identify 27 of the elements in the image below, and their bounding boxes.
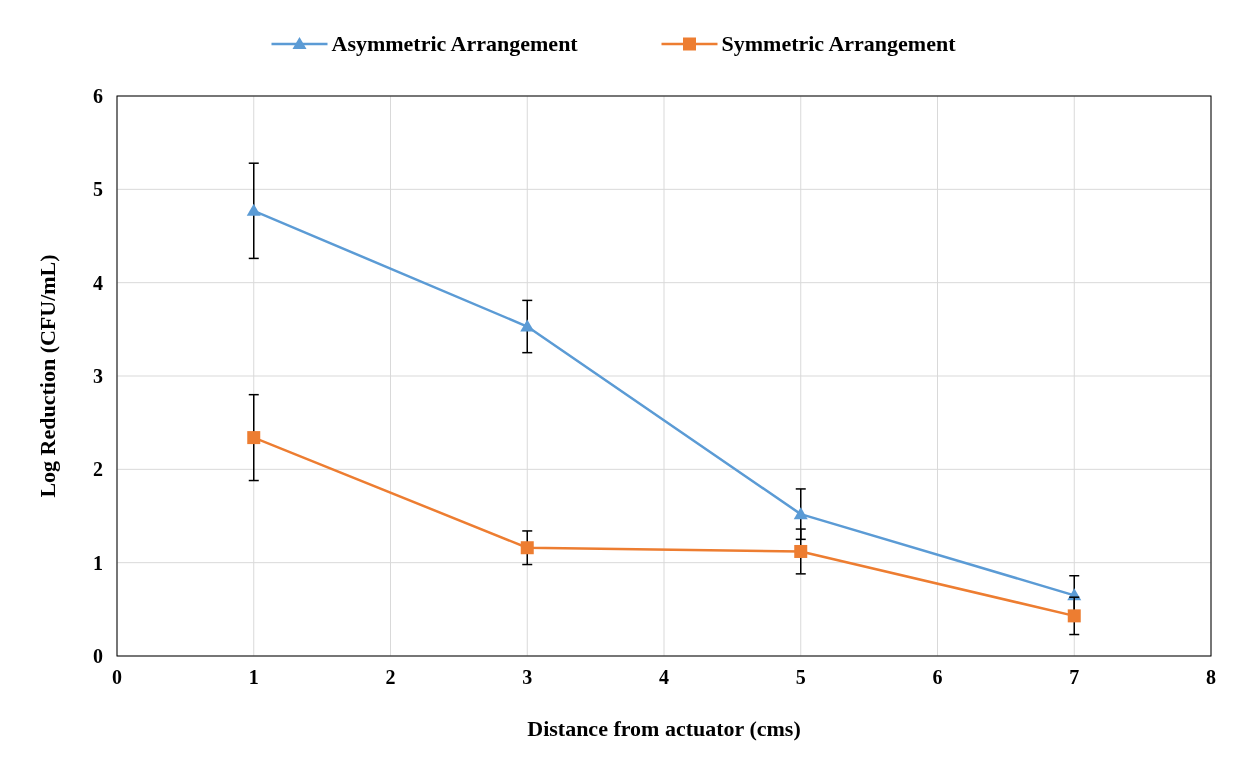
x-tick-label: 0 [112, 666, 122, 688]
x-tick-label: 8 [1206, 666, 1216, 688]
y-tick-label: 4 [93, 271, 103, 294]
x-tick-label: 6 [932, 666, 943, 688]
y-tick-label: 0 [93, 645, 103, 667]
x-tick-label: 4 [659, 666, 669, 688]
point [520, 541, 534, 555]
point [793, 507, 808, 520]
point [520, 319, 535, 332]
point [794, 544, 808, 558]
y-tick-label: 1 [93, 551, 103, 574]
point [246, 203, 261, 216]
x-tick-label: 7 [1069, 666, 1080, 688]
y-tick-label: 3 [93, 365, 103, 387]
legend-label: Symmetric Arrangement [721, 31, 957, 56]
x-tick-label: 1 [248, 666, 259, 688]
x-tick-label: 5 [795, 666, 806, 688]
x-axis-title: Distance from actuator (cms) [527, 716, 801, 741]
point [247, 431, 261, 445]
legend-label: Asymmetric Arrangement [331, 31, 579, 56]
y-tick-label: 6 [93, 85, 103, 107]
point [1067, 609, 1081, 623]
y-tick-label: 2 [93, 458, 103, 481]
x-tick-label: 2 [385, 666, 396, 688]
x-tick-label: 3 [522, 666, 533, 688]
y-tick-label: 5 [93, 178, 103, 201]
y-axis-title: Log Reduction (CFU/mL) [35, 254, 60, 498]
